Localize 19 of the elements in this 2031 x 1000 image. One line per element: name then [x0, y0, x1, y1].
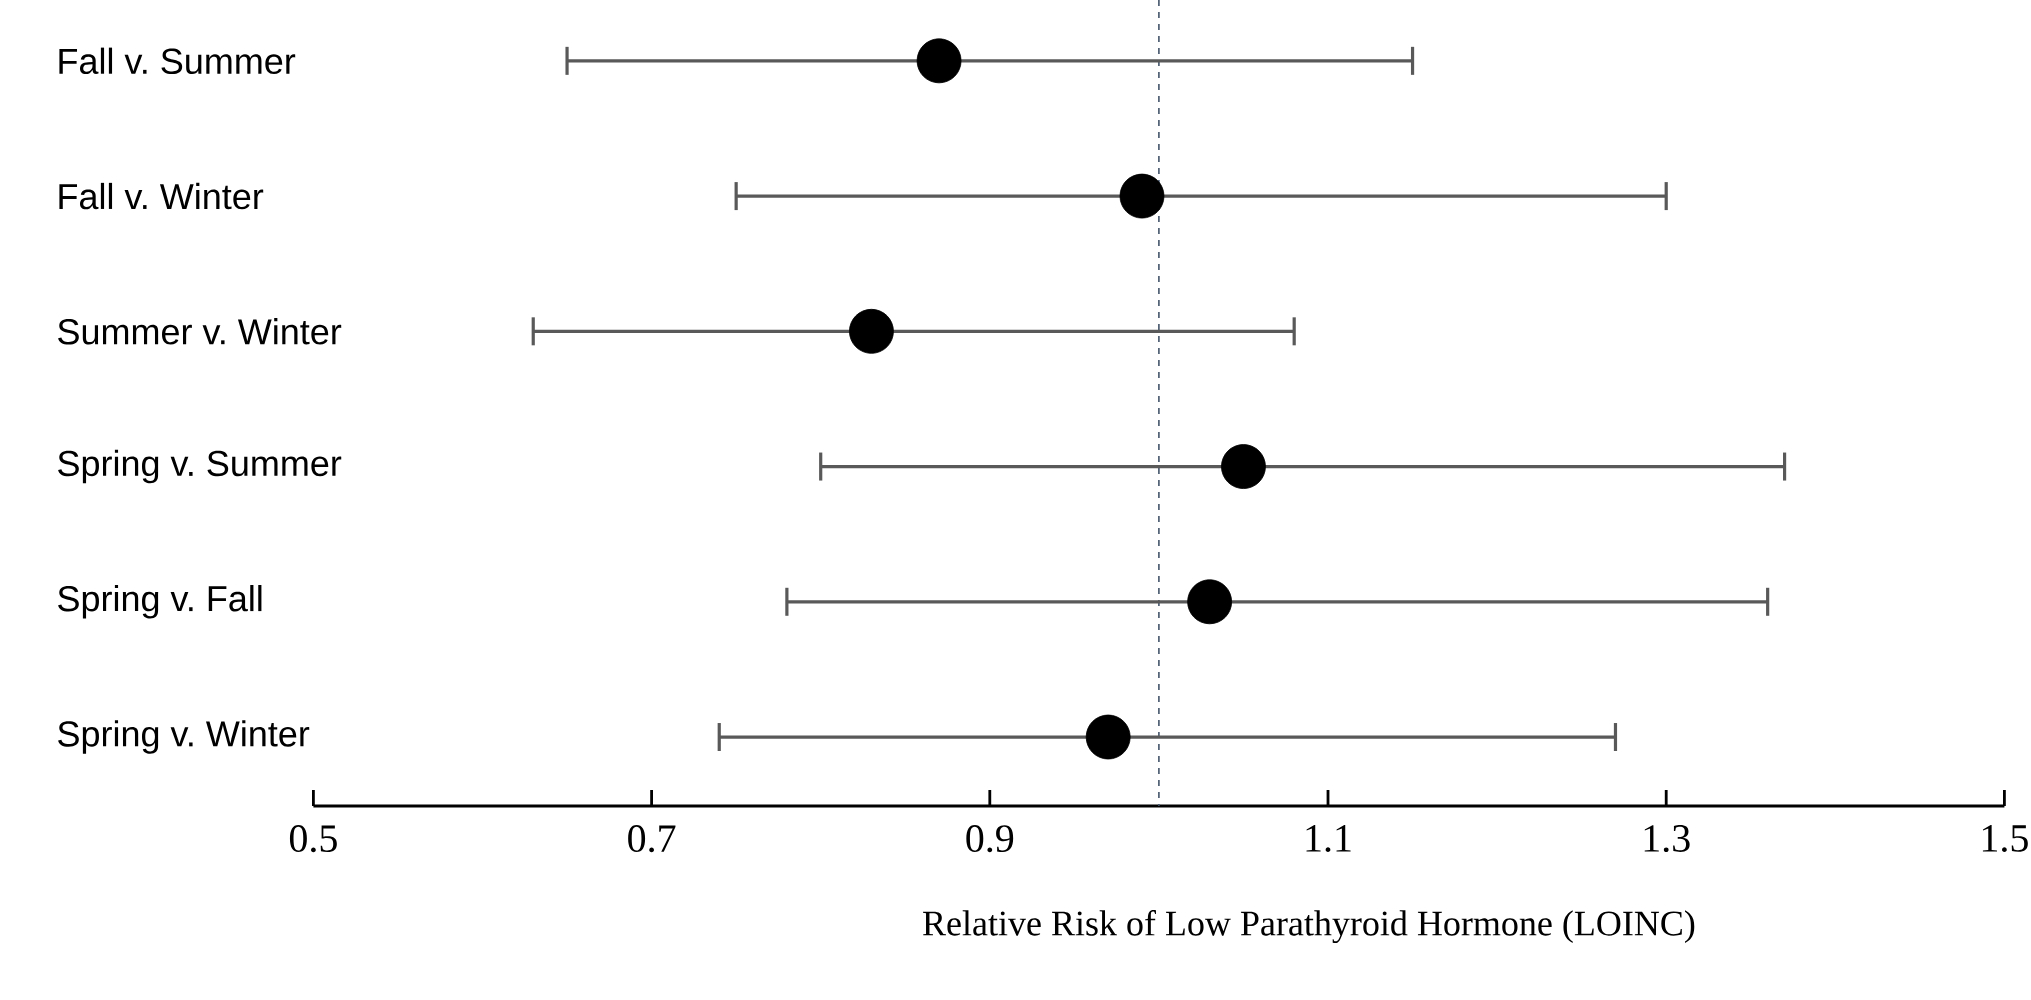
x-tick-label: 1.5 [1982, 825, 2028, 853]
y-tick-label: Spring v. Summer [58, 449, 342, 484]
point [1119, 173, 1165, 219]
x-tick-label: 1.3 [1644, 825, 1690, 853]
point [916, 38, 962, 84]
x-tick-label: 0.7 [628, 825, 676, 853]
x-tick-label: 0.9 [966, 825, 1014, 853]
point [849, 308, 894, 354]
y-tick-label: Summer v. Winter [58, 318, 342, 345]
point [1085, 714, 1131, 760]
x-tick-label: 1.1 [1306, 825, 1351, 853]
point [1187, 579, 1233, 625]
y-tick-label: Fall v. Summer [59, 47, 296, 75]
y-tick-label: Fall v. Winter [59, 182, 264, 210]
x-axis-title: Relative Risk of Low Parathyroid Hormone (LOINC) [923, 909, 1695, 944]
point [1221, 444, 1266, 489]
y-tick-label: Spring v. Fall [58, 585, 262, 619]
y-tick-label: Spring v. Winter [58, 720, 310, 754]
x-tick-label: 0.5 [289, 825, 337, 853]
